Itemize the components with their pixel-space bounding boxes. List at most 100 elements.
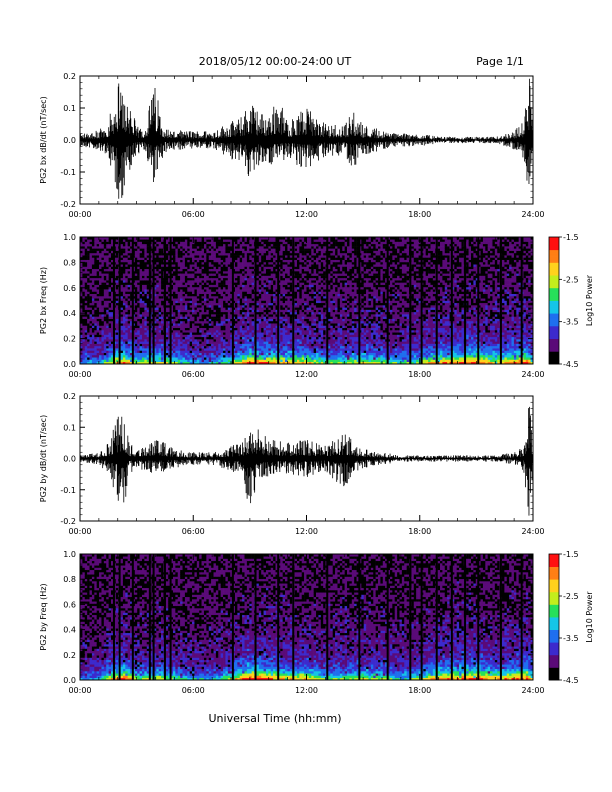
y-tick-label: 0.0	[63, 136, 76, 145]
x-tick-label: 12:00	[295, 527, 318, 536]
x-tick-label: 06:00	[182, 370, 205, 379]
page-title: 2018/05/12 00:00-24:00 UT	[199, 55, 352, 68]
y-tick-label: 0.8	[63, 258, 76, 267]
data-gap-line	[292, 554, 295, 680]
data-gap-line	[409, 554, 412, 680]
data-gap-line	[477, 554, 480, 680]
series-line	[79, 78, 534, 199]
data-gap-line	[386, 554, 389, 680]
colorbar-tick-label: -3.5	[563, 318, 579, 327]
colorbar-frame	[548, 553, 560, 681]
x-tick-label: 18:00	[408, 686, 431, 695]
data-gap-line	[358, 554, 361, 680]
data-gap-line	[163, 554, 166, 680]
y-tick-label: 0.0	[63, 455, 76, 464]
colorbar-label: Log10 Power	[585, 591, 594, 643]
page-number: Page 1/1	[476, 55, 524, 68]
x-tick-label: 18:00	[408, 210, 431, 219]
data-gap-line	[277, 237, 280, 364]
spectrogram-panel: -1.5 -2.5 -3.5 -4.5 Log10 Power 00:00 06:00 12:…	[39, 550, 594, 695]
x-tick-label: 00:00	[68, 527, 91, 536]
data-gap-line	[326, 554, 329, 680]
data-gap-line	[450, 237, 453, 364]
y-tick-label: 1.0	[63, 233, 76, 242]
colorbar-label: Log10 Power	[585, 274, 594, 326]
data-gap-line	[169, 237, 172, 364]
data-gap-line	[112, 554, 115, 680]
data-gap-line	[277, 554, 280, 680]
x-tick-label: 00:00	[68, 210, 91, 219]
x-tick-label: 06:00	[182, 686, 205, 695]
plot-frame	[79, 236, 534, 365]
data-gap-line	[435, 554, 438, 680]
data-gap-line	[520, 237, 523, 364]
data-gap-line	[326, 237, 329, 364]
y-axis-label: PG2 bx Freq (Hz)	[39, 267, 48, 334]
x-tick-label: 24:00	[521, 370, 544, 379]
data-gap-line	[118, 237, 121, 364]
plot-frame	[79, 75, 534, 205]
y-tick-label: 0.1	[63, 104, 76, 113]
plot-frame	[79, 395, 534, 522]
y-tick-label: 0.8	[63, 575, 76, 584]
plot-frame	[79, 553, 534, 681]
data-gap-line	[148, 554, 151, 680]
spectrogram-panel: -1.5 -2.5 -3.5 -4.5 Log10 Power 00:00 06:00 12:…	[39, 233, 594, 379]
data-gap-line	[409, 237, 412, 364]
x-tick-label: 06:00	[182, 210, 205, 219]
x-tick-label: 00:00	[68, 686, 91, 695]
x-tick-label: 12:00	[295, 370, 318, 379]
data-gap-line	[152, 237, 155, 364]
data-gap-line	[254, 554, 257, 680]
data-gap-line	[477, 237, 480, 364]
data-gap-line	[499, 554, 502, 680]
data-gap-line	[464, 237, 467, 364]
colorbar-frame	[548, 236, 560, 365]
x-tick-label: 06:00	[182, 527, 205, 536]
data-gap-line	[131, 237, 134, 364]
x-tick-label: 12:00	[295, 686, 318, 695]
x-tick-label: 12:00	[295, 210, 318, 219]
timeseries-panel: 00:00 06:00 12:00 18:00 24:00 -0.2 -0.1 0.0 0.1 0…	[39, 72, 545, 219]
y-tick-label: 0.1	[63, 423, 76, 432]
x-tick-label: 00:00	[68, 370, 91, 379]
x-tick-label: 24:00	[521, 527, 544, 536]
y-axis-label: PG2 bx dB/dt (nT/sec)	[39, 96, 48, 183]
y-tick-label: 0.4	[63, 309, 76, 318]
colorbar-tick-label: -2.5	[563, 592, 579, 601]
series-line	[79, 406, 534, 516]
colorbar	[548, 553, 560, 681]
colorbar-tick-label: -4.5	[563, 676, 579, 685]
x-tick-label: 18:00	[408, 527, 431, 536]
data-gap-line	[131, 554, 134, 680]
x-tick-label: 18:00	[408, 370, 431, 379]
data-gap-line	[148, 237, 151, 364]
y-tick-label: 1.0	[63, 550, 76, 559]
data-gap-line	[254, 237, 257, 364]
x-axis-label: Universal Time (hh:mm)	[209, 712, 342, 725]
y-tick-label: 0.6	[63, 284, 76, 293]
timeseries-panel: 00:00 06:00 12:00 18:00 24:00 -0.2 -0.1 0.0 0.1 0…	[39, 392, 545, 536]
y-tick-label: 0.6	[63, 600, 76, 609]
data-gap-line	[152, 554, 155, 680]
colorbar-tick-label: -2.5	[563, 275, 579, 284]
data-gap-line	[464, 554, 467, 680]
y-tick-label: -0.1	[60, 168, 76, 177]
data-gap-line	[112, 237, 115, 364]
data-gap-line	[231, 237, 234, 364]
colorbar-tick-label: -4.5	[563, 360, 579, 369]
y-tick-label: -0.2	[60, 517, 76, 526]
panels: 00:00 06:00 12:00 18:00 24:00 -0.2 -0.1 0.0 0.1 0…	[39, 72, 594, 695]
data-gap-line	[163, 237, 166, 364]
heatmap-cells	[80, 237, 534, 365]
y-axis-label: PG2 by dB/dt (nT/sec)	[39, 415, 48, 502]
data-gap-line	[450, 554, 453, 680]
data-gap-line	[435, 237, 438, 364]
colorbar-tick-label: -1.5	[563, 550, 579, 559]
data-gap-line	[358, 237, 361, 364]
data-gap-line	[386, 237, 389, 364]
y-tick-label: -0.2	[60, 200, 76, 209]
y-tick-label: 0.2	[63, 651, 76, 660]
data-gap-line	[169, 554, 172, 680]
